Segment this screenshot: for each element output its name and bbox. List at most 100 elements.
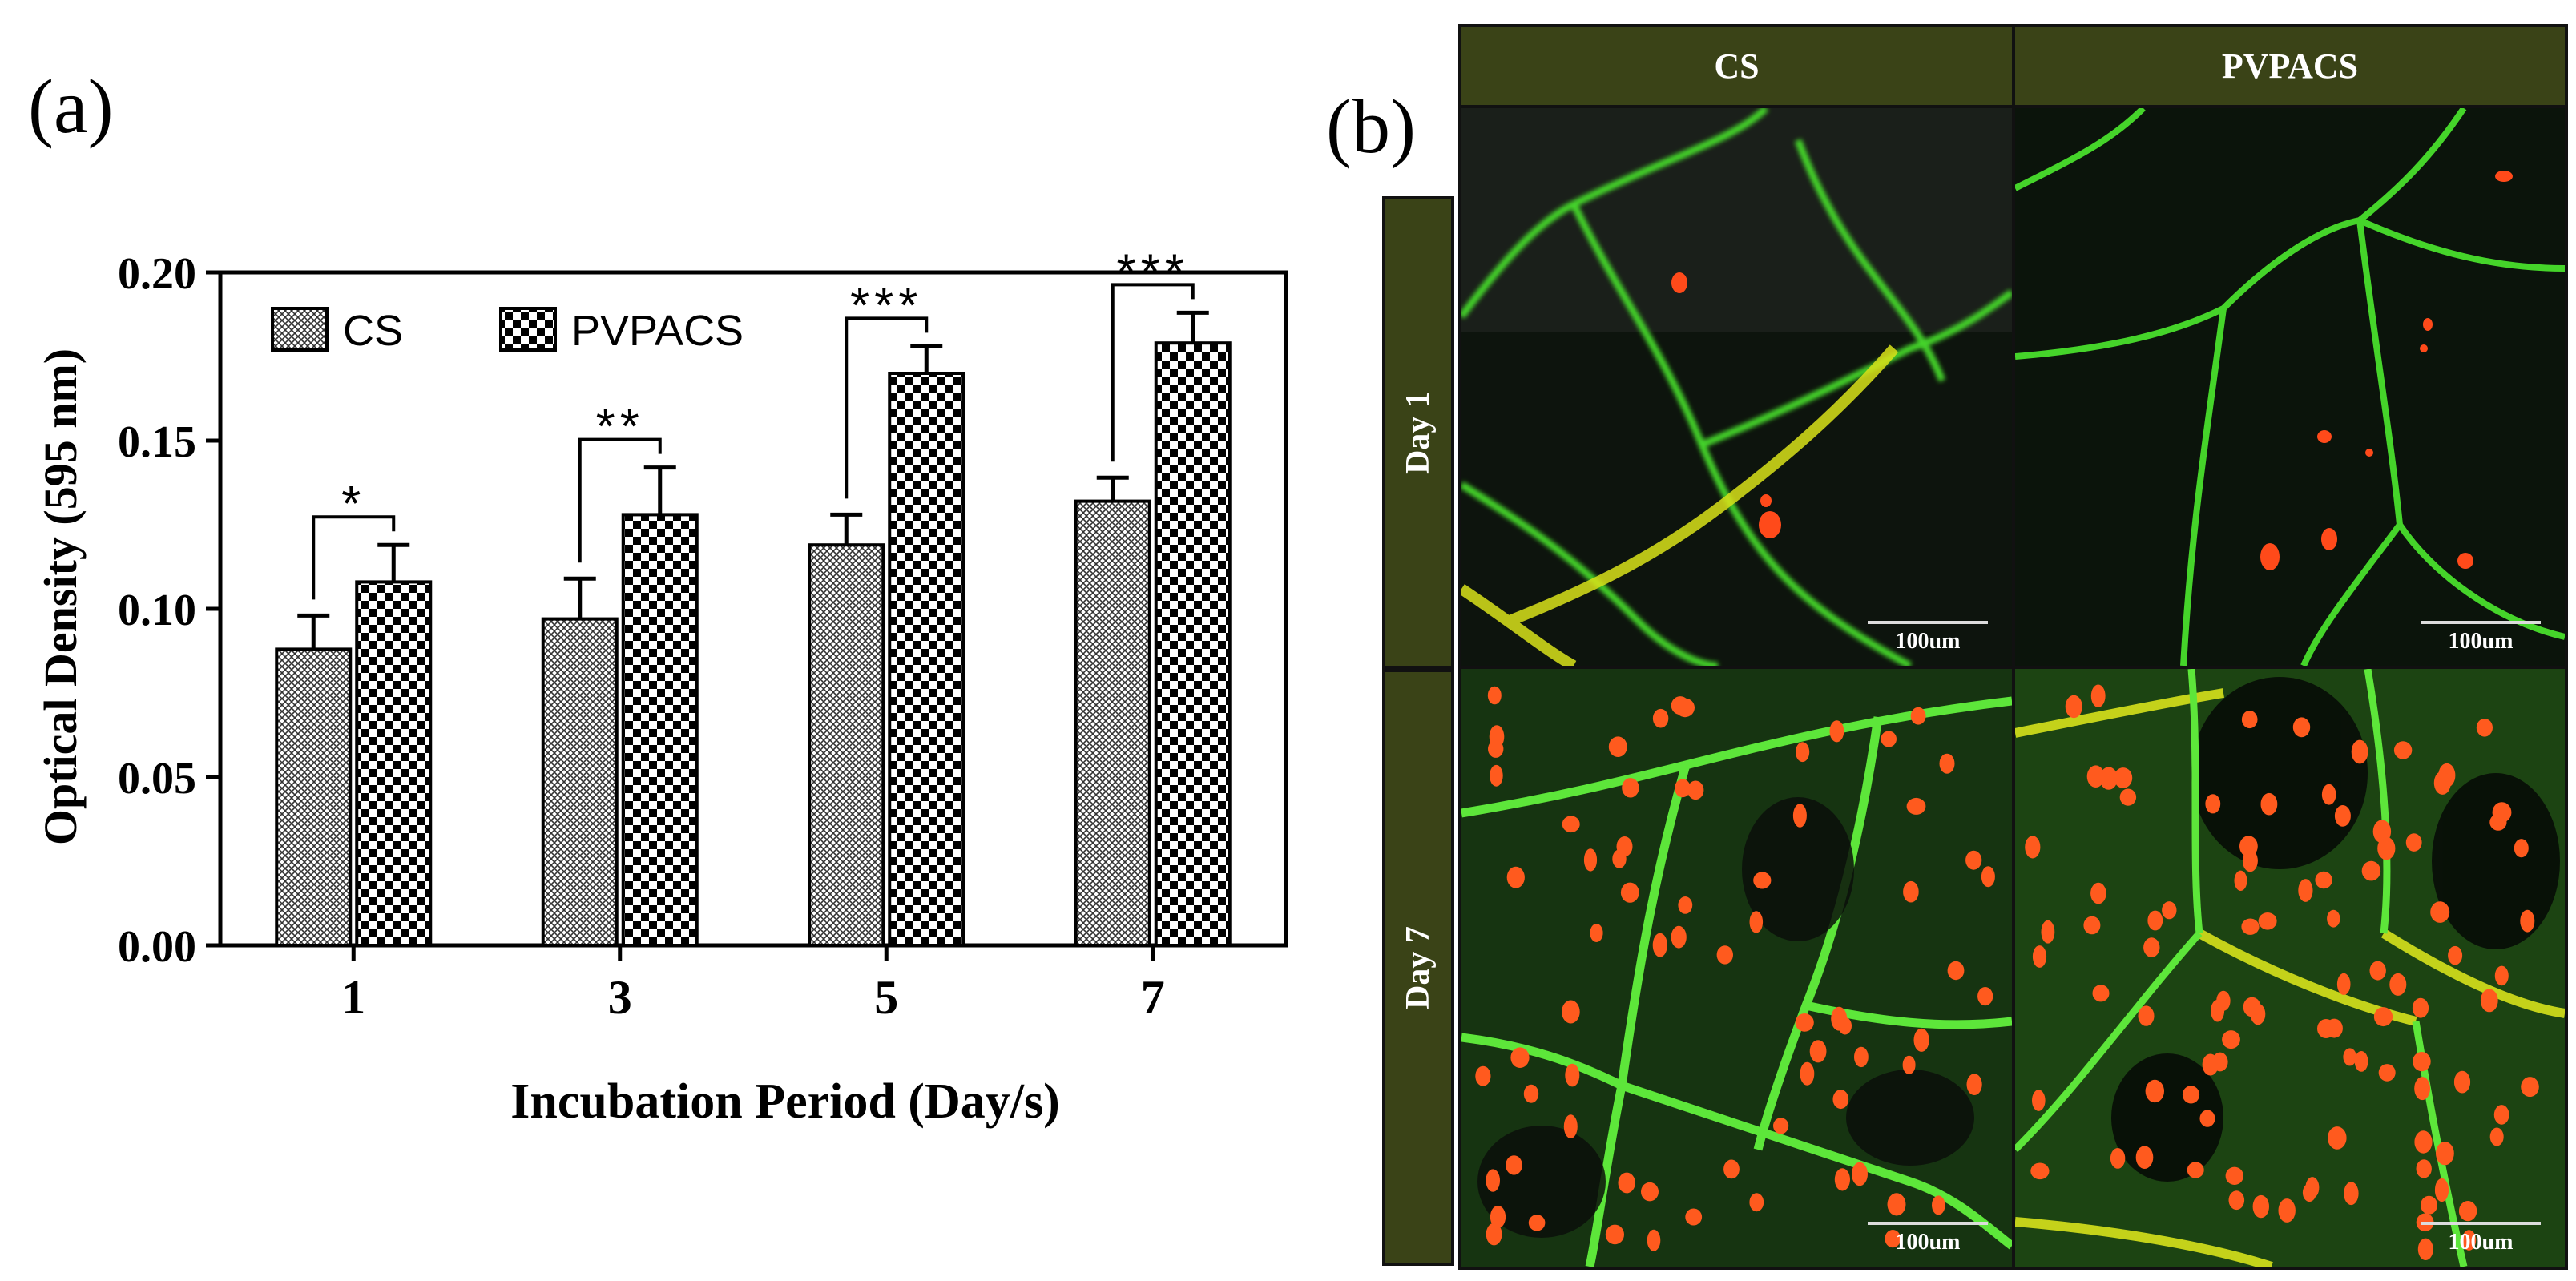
cell-nucleus — [1829, 720, 1844, 743]
micrograph-cs-day1: 100um — [1458, 105, 2015, 669]
cell-nucleus — [2514, 839, 2529, 858]
significance-marker: ** — [596, 400, 644, 455]
cell-nucleus — [2433, 771, 2451, 795]
cell-nucleus — [1562, 816, 1580, 833]
cell-nucleus — [2416, 1159, 2432, 1178]
cell-nucleus — [2092, 985, 2110, 1002]
cell-nucleus — [1563, 1114, 1578, 1138]
cell-nucleus — [1977, 987, 1993, 1006]
cell-nucleus — [2325, 1018, 2343, 1038]
micrograph-grid: CS PVPACS Day 1 Day 7 — [1382, 24, 2568, 1270]
column-header-cs: CS — [1458, 24, 2015, 108]
cell-nucleus — [2119, 788, 2137, 806]
cell-nucleus — [1678, 896, 1693, 914]
cell-nucleus — [2458, 1201, 2477, 1222]
scale-bar-pvpacs-day1: 100um — [2421, 621, 2541, 655]
cell-nucleus — [2378, 1064, 2396, 1082]
bar-cs — [541, 617, 619, 947]
significance-marker: * — [341, 477, 365, 532]
cell-nucleus — [2414, 1077, 2430, 1101]
cell-nucleus — [1487, 686, 1502, 705]
cell-nucleus — [2110, 1148, 2126, 1169]
significance-marker: *** — [850, 278, 922, 333]
cell-nucleus — [2083, 916, 2101, 935]
row-header-day1: Day 1 — [1382, 196, 1454, 669]
bar-chart: 0.00 0.05 0.10 0.15 0.20 * 1 ** 3 *** 5 *** 7 CS PVPAC… — [34, 244, 1288, 1129]
legend-swatch-cs — [271, 307, 329, 352]
cell-nucleus — [2145, 1079, 2164, 1103]
cell-nucleus — [2344, 1182, 2359, 1206]
cell-nucleus — [1647, 1229, 1661, 1251]
cell-nucleus — [2222, 1030, 2240, 1049]
legend-label-pvpacs: PVPACS — [571, 307, 744, 355]
cell-nucleus — [1902, 1055, 1916, 1074]
cell-nucleus — [1795, 1013, 1814, 1032]
cell-nucleus — [1910, 707, 1926, 725]
cell-nucleus — [2143, 937, 2160, 957]
cell-nucleus — [1800, 1061, 1815, 1086]
cell-nucleus — [1685, 1208, 1703, 1226]
cell-nucleus — [1852, 1162, 1868, 1186]
row-header-day7: Day 7 — [1382, 669, 1454, 1266]
column-header-pvpacs: PVPACS — [2012, 24, 2568, 108]
cell-nucleus — [2369, 961, 2386, 981]
cell-nucleus — [2461, 1230, 2477, 1251]
x-tick-label: 1 — [341, 971, 365, 1024]
cell-nucleus — [1618, 1172, 1635, 1194]
cell-nucleus — [1792, 804, 1807, 828]
cell-nucleus — [1616, 836, 1633, 857]
x-tick-label: 3 — [608, 971, 632, 1024]
row-header-day1-label: Day 1 — [1400, 391, 1437, 474]
cell-nucleus — [2135, 1146, 2154, 1169]
micrograph-cs-day7: 100um — [1458, 666, 2015, 1270]
cell-nucleus — [2328, 1126, 2347, 1150]
cell-nucleus — [1608, 736, 1627, 757]
micrograph-cs-day7-image — [1461, 669, 2012, 1267]
significance-marker: *** — [1117, 244, 1189, 300]
cell-nucleus — [2315, 871, 2332, 889]
cell-nucleus — [2414, 1130, 2433, 1154]
cell-nucleus — [1687, 780, 1704, 800]
cell-nucleus — [2252, 1194, 2269, 1219]
cell-nucleus — [1749, 911, 1764, 933]
cell-nucleus — [1773, 1118, 1789, 1134]
cell-nucleus — [2187, 1162, 2204, 1178]
y-tick-label: 0.00 — [118, 922, 196, 972]
cell-nucleus — [2343, 1048, 2356, 1066]
scale-bar-cs-day7: 100um — [1868, 1222, 1988, 1255]
cell-nucleus — [1753, 872, 1772, 889]
bar-cs — [275, 647, 353, 948]
y-tick-label: 0.15 — [118, 417, 196, 467]
cell-nucleus — [1675, 779, 1691, 798]
cell-nucleus — [1506, 1155, 1522, 1175]
cell-nucleus — [1671, 696, 1690, 715]
scale-bar-cs-day1: 100um — [1868, 621, 1988, 655]
cell-nucleus — [2480, 989, 2498, 1013]
cell-nucleus — [2351, 739, 2368, 764]
significance-bracket — [1111, 283, 1195, 462]
cell-nucleus — [2162, 901, 2177, 920]
cell-nucleus — [2086, 765, 2105, 788]
cell-nucleus — [1887, 1193, 1906, 1216]
cell-nucleus — [2430, 901, 2450, 923]
bar-pvpacs — [621, 513, 699, 947]
panel-b-label: (b) — [1326, 83, 1416, 169]
cell-nucleus — [2258, 912, 2277, 930]
cell-nucleus — [2225, 1166, 2243, 1185]
micrograph-cs-day1-image — [1461, 108, 2012, 666]
cell-nucleus — [1947, 961, 1965, 981]
bar-pvpacs — [355, 580, 433, 948]
cell-nucleus — [2436, 1142, 2454, 1166]
cell-nucleus — [2147, 910, 2163, 931]
micrograph-pvpacs-day7: 100um — [2012, 666, 2568, 1270]
bar-pvpacs — [888, 372, 965, 947]
cell-nucleus — [2354, 1051, 2368, 1072]
cell-nucleus — [1510, 1047, 1530, 1068]
cell-nucleus — [1652, 933, 1667, 957]
cell-nucleus — [1489, 725, 1505, 748]
cell-nucleus — [1809, 1040, 1827, 1063]
cell-nucleus — [2412, 997, 2429, 1018]
cell-nucleus — [2241, 918, 2260, 935]
cell-nucleus — [2489, 1127, 2504, 1146]
cell-nucleus — [1565, 1063, 1580, 1087]
